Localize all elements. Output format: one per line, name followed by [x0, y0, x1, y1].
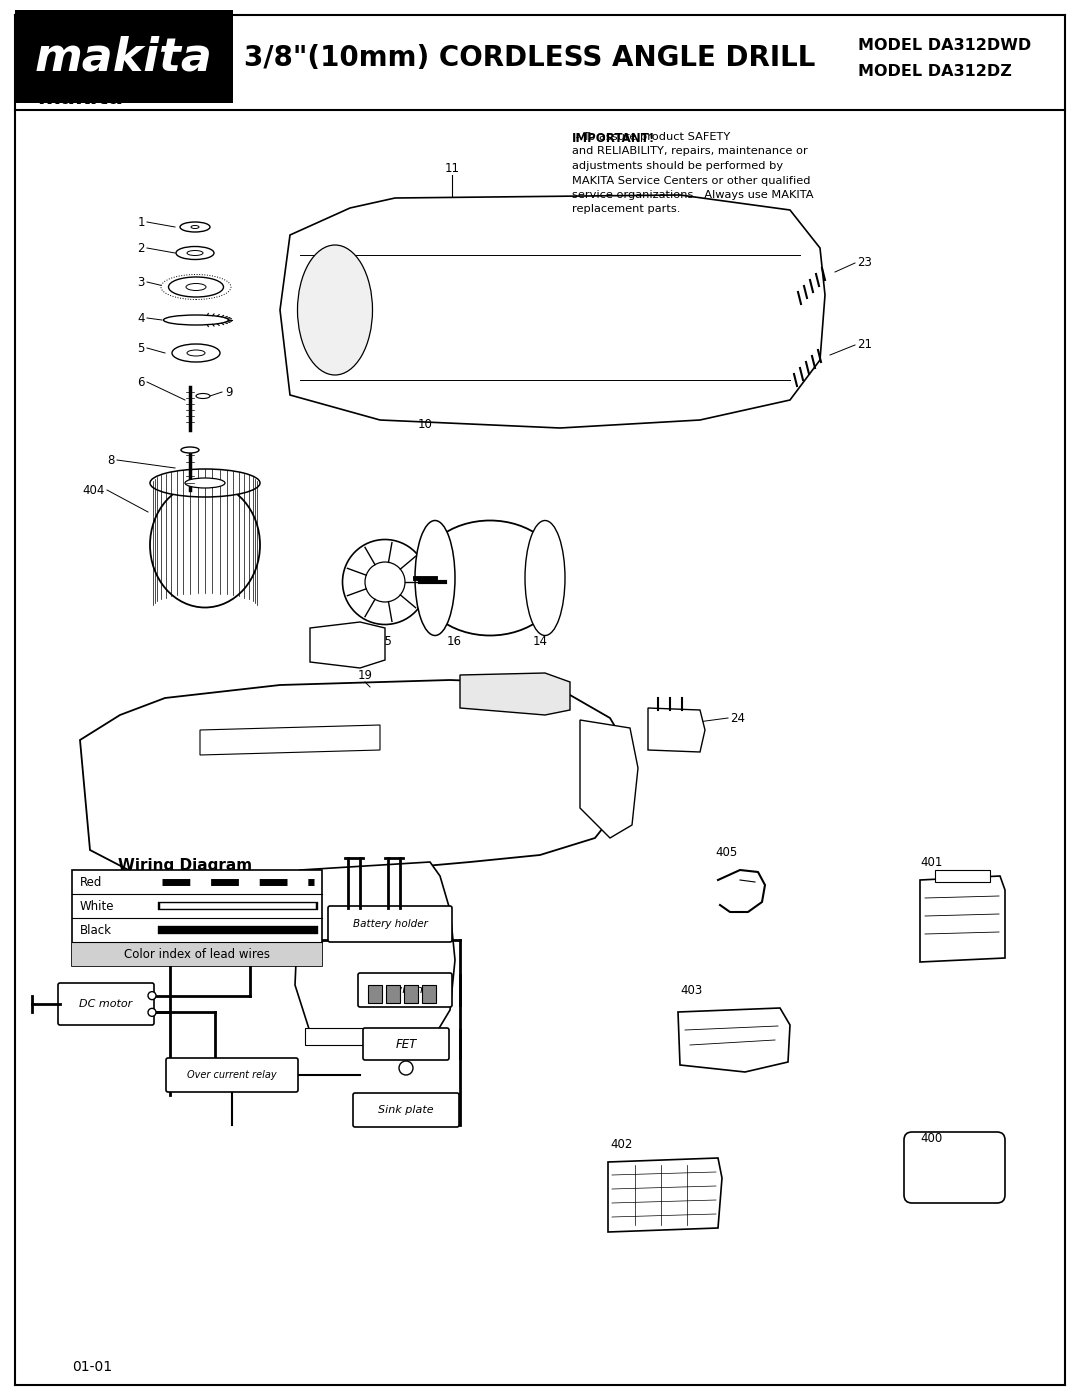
Text: 3: 3 [137, 275, 145, 289]
Text: 16: 16 [446, 636, 461, 648]
Ellipse shape [187, 250, 203, 256]
Text: 21: 21 [858, 338, 872, 352]
Text: adjustments should be performed by: adjustments should be performed by [572, 161, 783, 170]
Text: Black: Black [80, 923, 112, 936]
Bar [422, 985, 436, 1003]
Text: 5: 5 [137, 341, 145, 355]
Bar [935, 870, 990, 882]
Ellipse shape [150, 469, 260, 497]
Text: - To assure product SAFETY: - To assure product SAFETY [572, 131, 730, 142]
Bar [15, 10, 233, 103]
Text: 405: 405 [715, 845, 738, 859]
Text: 15: 15 [378, 636, 392, 648]
Text: 24: 24 [730, 711, 745, 725]
FancyBboxPatch shape [353, 1092, 459, 1127]
FancyBboxPatch shape [904, 1132, 1005, 1203]
Text: 1: 1 [137, 215, 145, 229]
Ellipse shape [185, 478, 225, 488]
FancyBboxPatch shape [328, 907, 453, 942]
Ellipse shape [176, 246, 214, 260]
Text: 4: 4 [137, 312, 145, 324]
Polygon shape [460, 673, 570, 715]
Polygon shape [200, 725, 380, 754]
Text: Switch: Switch [387, 985, 423, 995]
Bar [72, 942, 322, 965]
Text: Battery holder: Battery holder [352, 919, 428, 929]
Ellipse shape [418, 521, 563, 636]
Text: 400: 400 [920, 1132, 942, 1144]
FancyBboxPatch shape [363, 1028, 449, 1060]
Text: 2: 2 [137, 242, 145, 254]
Polygon shape [310, 622, 384, 668]
Polygon shape [608, 1158, 723, 1232]
Ellipse shape [191, 225, 199, 229]
Text: 401: 401 [920, 855, 943, 869]
Text: 3/8"(10mm) CORDLESS ANGLE DRILL: 3/8"(10mm) CORDLESS ANGLE DRILL [244, 43, 815, 73]
Ellipse shape [172, 344, 220, 362]
Text: 23: 23 [858, 257, 872, 270]
Bar [386, 985, 400, 1003]
Circle shape [148, 1009, 156, 1017]
Text: makita: makita [35, 35, 213, 81]
Ellipse shape [297, 244, 373, 374]
Text: 8: 8 [108, 454, 114, 467]
FancyBboxPatch shape [166, 1058, 298, 1092]
Text: 403: 403 [680, 983, 702, 996]
FancyBboxPatch shape [357, 972, 453, 1007]
Text: 19: 19 [357, 669, 373, 682]
Ellipse shape [163, 314, 229, 326]
Text: DC motor: DC motor [79, 999, 133, 1009]
Ellipse shape [342, 539, 428, 624]
Text: 6: 6 [137, 376, 145, 388]
Text: service organizations.  Always use MAKITA: service organizations. Always use MAKITA [572, 190, 813, 200]
Text: 11: 11 [445, 162, 459, 175]
Polygon shape [280, 196, 825, 427]
Text: 01-01: 01-01 [72, 1361, 112, 1375]
Text: MODEL DA312DZ: MODEL DA312DZ [858, 64, 1012, 80]
Polygon shape [920, 876, 1005, 963]
Polygon shape [678, 1009, 789, 1071]
Text: 10: 10 [418, 418, 432, 432]
Bar [72, 870, 322, 965]
Ellipse shape [180, 222, 210, 232]
Text: Over current relay: Over current relay [187, 1070, 276, 1080]
Polygon shape [80, 680, 630, 882]
Ellipse shape [168, 277, 224, 298]
Ellipse shape [161, 274, 231, 299]
Text: MAKITA Service Centers or other qualified: MAKITA Service Centers or other qualifie… [572, 176, 810, 186]
Text: IMPORTANT!: IMPORTANT! [572, 131, 656, 145]
Text: White: White [80, 900, 114, 912]
FancyBboxPatch shape [58, 983, 154, 1025]
Ellipse shape [195, 394, 210, 398]
Ellipse shape [415, 521, 455, 636]
Text: makita: makita [38, 88, 124, 108]
Text: 14: 14 [532, 636, 548, 648]
Ellipse shape [186, 284, 206, 291]
Text: 13: 13 [355, 645, 369, 658]
Text: 404: 404 [83, 483, 105, 496]
Text: replacement parts.: replacement parts. [572, 204, 680, 215]
Text: FET: FET [395, 1038, 417, 1051]
Text: Wiring Diagram: Wiring Diagram [118, 858, 252, 873]
Ellipse shape [525, 521, 565, 636]
Text: and RELIABILITY, repairs, maintenance or: and RELIABILITY, repairs, maintenance or [572, 147, 808, 156]
Text: Sink plate: Sink plate [378, 1105, 434, 1115]
Polygon shape [305, 1028, 445, 1045]
Ellipse shape [187, 351, 205, 356]
Bar [368, 985, 382, 1003]
Text: Color index of lead wires: Color index of lead wires [124, 947, 270, 961]
Ellipse shape [150, 482, 260, 608]
Text: 402: 402 [610, 1139, 633, 1151]
Circle shape [399, 1060, 413, 1076]
Ellipse shape [181, 447, 199, 453]
Polygon shape [580, 719, 638, 838]
Circle shape [148, 992, 156, 1000]
Ellipse shape [365, 562, 405, 602]
Text: Red: Red [80, 876, 103, 888]
Polygon shape [295, 862, 455, 1035]
Polygon shape [648, 708, 705, 752]
Text: MODEL DA312DWD: MODEL DA312DWD [858, 38, 1031, 53]
Bar [404, 985, 418, 1003]
Text: 9: 9 [225, 386, 232, 398]
